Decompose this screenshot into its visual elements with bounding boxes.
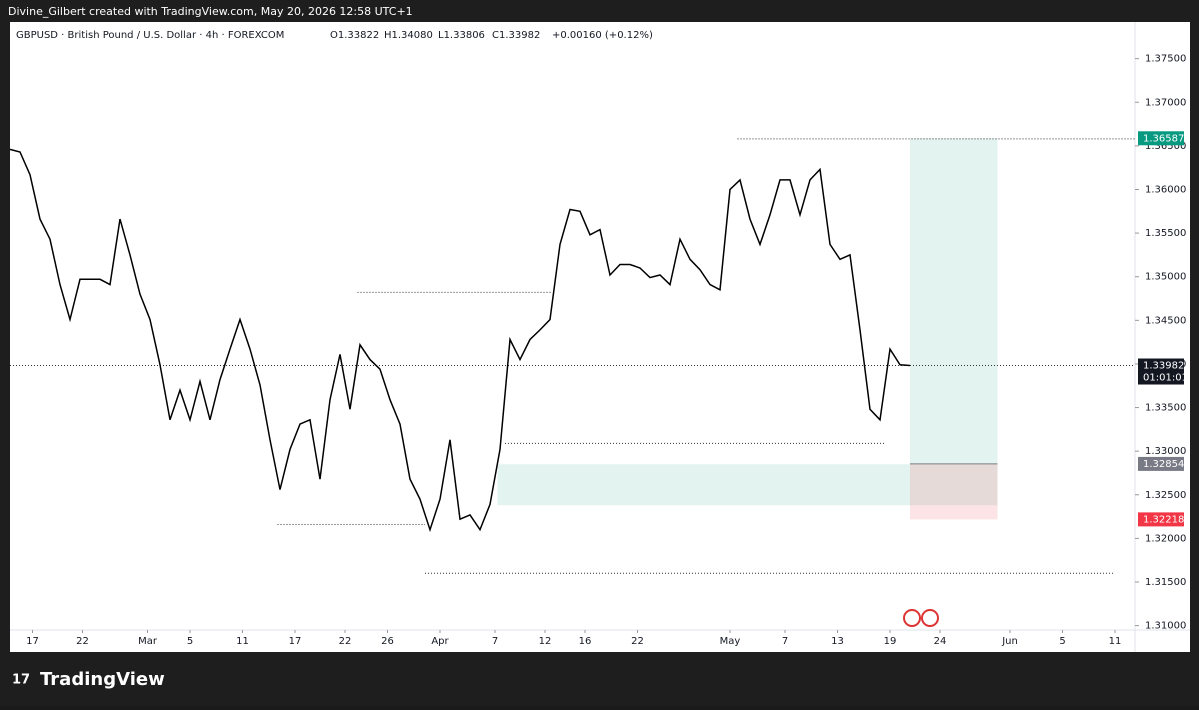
- x-tick-label: 13: [831, 636, 844, 647]
- last-price-label: 1.33982: [1143, 361, 1184, 372]
- y-tick-label: 1.35000: [1145, 272, 1186, 283]
- y-tick-label: 1.33000: [1145, 446, 1186, 457]
- flag-icon: [921, 609, 939, 627]
- x-tick-label: 17: [289, 636, 302, 647]
- x-tick-label: 24: [934, 636, 947, 647]
- ohlc-value: +0.00160 (+0.12%): [552, 30, 653, 41]
- x-tick-label: 7: [782, 636, 788, 647]
- y-tick-label: 1.32500: [1145, 490, 1186, 501]
- y-tick-label: 1.33500: [1145, 403, 1186, 414]
- x-tick-label: 16: [579, 636, 592, 647]
- last-price-bg: [1138, 358, 1184, 385]
- x-tick-label: 22: [631, 636, 644, 647]
- y-tick-label: 1.37500: [1145, 54, 1186, 65]
- stop-label: 1.32218: [1143, 514, 1184, 525]
- zone: [497, 464, 910, 506]
- x-tick-label: 12: [539, 636, 552, 647]
- flags: [903, 609, 939, 627]
- ohlc-value: L1.33806: [438, 30, 485, 41]
- target-label-bg: [1138, 131, 1184, 146]
- price-line: [9, 148, 911, 533]
- stop-label-bg: [1138, 512, 1184, 527]
- y-tick-label: 1.35500: [1145, 228, 1186, 239]
- x-tick-label: 7: [492, 636, 498, 647]
- x-tick-label: 17: [26, 636, 39, 647]
- x-tick-label: 11: [1109, 636, 1122, 647]
- zone-overlap: [910, 464, 998, 506]
- entry-label-bg: [1138, 456, 1184, 471]
- ohlc-value: C1.33982: [492, 30, 540, 41]
- y-tick-label: 1.36500: [1145, 141, 1186, 152]
- y-tick-label: 1.34500: [1145, 315, 1186, 326]
- flag-icon: [903, 609, 921, 627]
- x-tick-label: 22: [339, 636, 352, 647]
- y-tick-label: 1.31000: [1145, 621, 1186, 632]
- x-tick-label: 5: [187, 636, 193, 647]
- x-tick-label: 19: [884, 636, 897, 647]
- x-tick-label: Mar: [138, 636, 158, 647]
- x-tick-label: 26: [381, 636, 394, 647]
- credit: Divine_Gilbert created with TradingView.…: [8, 5, 413, 18]
- y-tick-label: 1.32000: [1145, 533, 1186, 544]
- x-tick-label: May: [720, 636, 741, 647]
- x-tick-label: Apr: [431, 636, 449, 647]
- entry-label: 1.32854: [1143, 459, 1184, 470]
- chart-pane: [10, 22, 1190, 652]
- countdown: 01:01:01: [1143, 373, 1188, 384]
- logo-mark: 17: [12, 673, 30, 688]
- ohlc-value: H1.34080: [384, 30, 433, 41]
- brand: TradingView: [40, 669, 165, 690]
- x-tick-label: 11: [236, 636, 249, 647]
- y-tick-label: 1.31500: [1145, 577, 1186, 588]
- x-tick-label: 22: [76, 636, 89, 647]
- x-tick-label: 5: [1059, 636, 1065, 647]
- position-profit: [910, 138, 998, 464]
- x-tick-label: Jun: [1001, 636, 1018, 647]
- y-tick-label: 1.36000: [1145, 184, 1186, 195]
- ohlc-value: O1.33822: [330, 30, 379, 41]
- y-tick-label: 1.37000: [1145, 97, 1186, 108]
- target-label: 1.36587: [1143, 133, 1184, 144]
- symbol: GBPUSD · British Pound / U.S. Dollar · 4…: [16, 30, 284, 41]
